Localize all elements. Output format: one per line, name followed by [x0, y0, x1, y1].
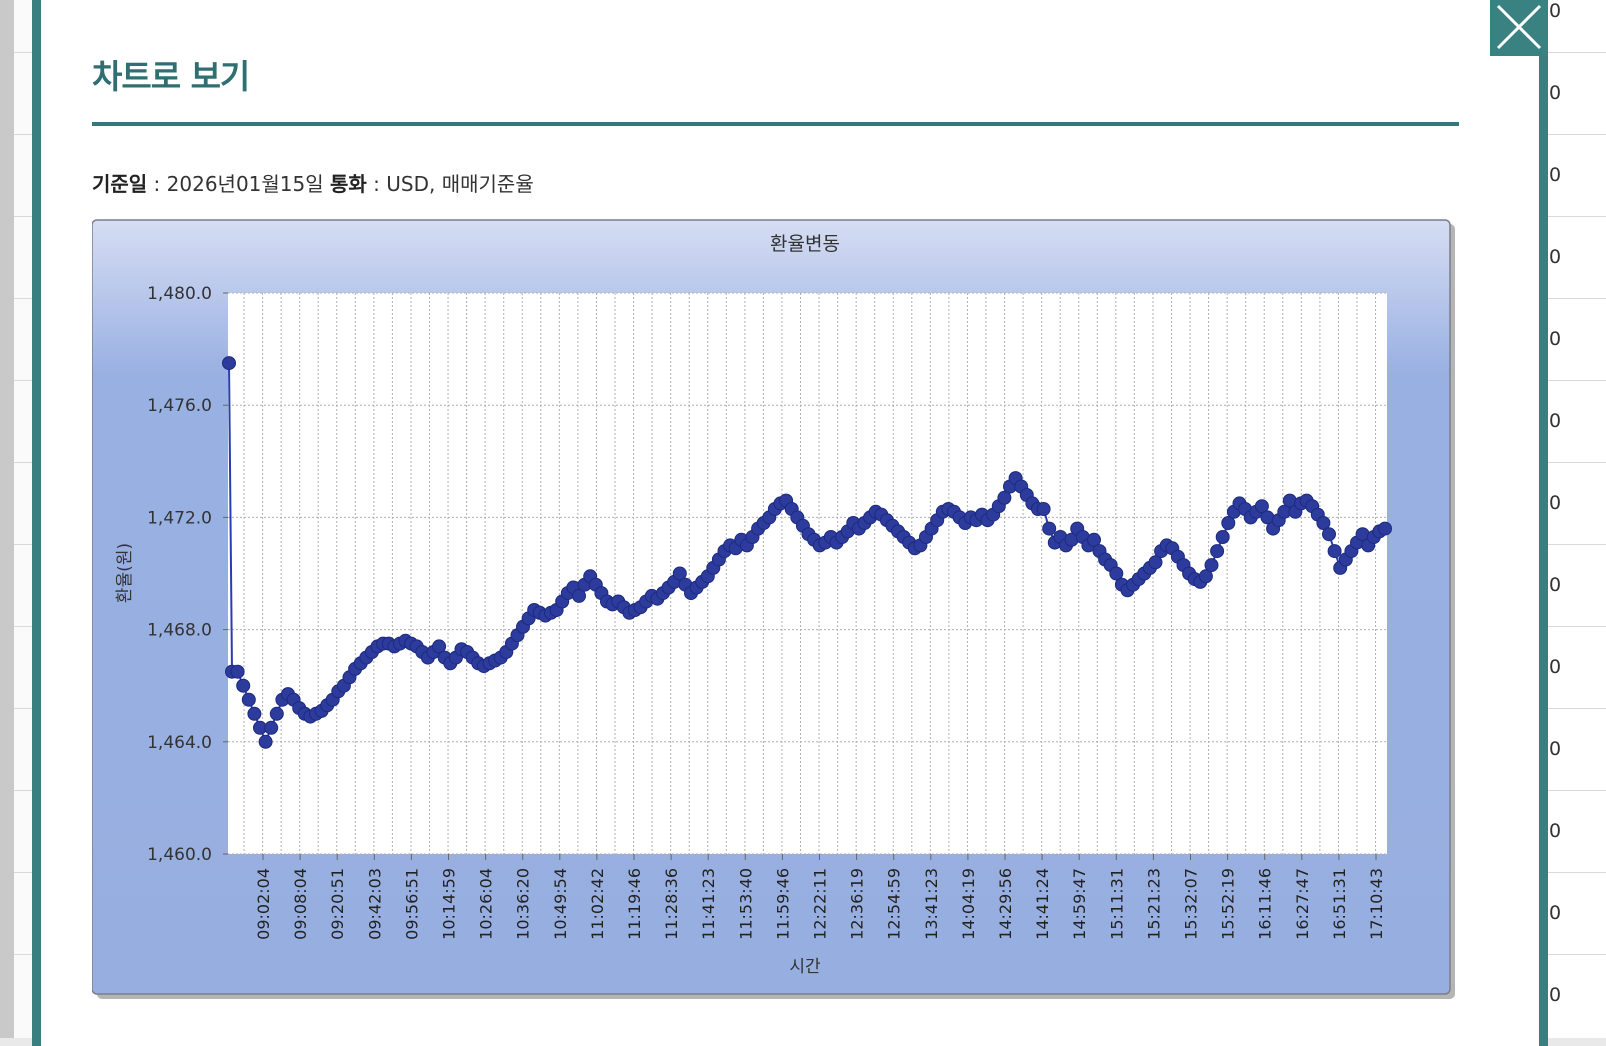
background-cell-text: 0 [1549, 902, 1561, 924]
background-cell-text: 0 [1549, 328, 1561, 350]
x-tick-label: 14:29:56 [996, 868, 1015, 940]
y-axis-label: 환율(원) [115, 543, 135, 603]
x-tick-label: 10:14:59 [440, 868, 459, 940]
background-cell-text: 0 [1549, 0, 1561, 22]
x-tick-label: 17:10:43 [1367, 868, 1386, 940]
chart-svg: 환율변동 1,460.0 1,464.0 1,468.0 1,472.0 1,476.0… [92, 218, 1458, 1002]
base-date-value: : 2026년01월15일 [147, 172, 330, 196]
data-point [265, 721, 278, 734]
x-tick-label: 12:22:11 [811, 868, 830, 940]
background-cell-text: 0 [1549, 656, 1561, 678]
y-tick-label: 1,468.0 [147, 621, 212, 641]
x-tick-label: 11:59:46 [773, 868, 792, 940]
modal-title: 차트로 보기 [92, 50, 249, 98]
y-tick-label: 1,480.0 [147, 284, 212, 304]
data-point [1037, 503, 1050, 516]
data-point [1211, 545, 1224, 558]
y-tick-label: 1,476.0 [147, 396, 212, 416]
data-point [259, 735, 272, 748]
x-tick-label: 11:53:40 [736, 868, 755, 940]
exchange-rate-chart: 환율변동 1,460.0 1,464.0 1,468.0 1,472.0 1,476.0… [92, 218, 1458, 1002]
background-table-right: 0 0 0 0 0 0 0 0 0 0 0 0 0 [1548, 0, 1606, 1038]
currency-value: : USD, 매매기준율 [367, 172, 534, 196]
data-point [248, 707, 261, 720]
base-date-label: 기준일 [92, 172, 147, 196]
x-tick-label: 16:11:46 [1256, 868, 1275, 940]
currency-label: 통화 [330, 172, 367, 196]
plot-area [228, 293, 1387, 854]
data-point [270, 707, 283, 720]
data-point [223, 357, 236, 370]
background-cell-text: 0 [1549, 164, 1561, 186]
x-tick-label: 14:59:47 [1070, 868, 1089, 940]
x-tick-label: 15:52:19 [1219, 868, 1238, 940]
title-divider [92, 122, 1459, 126]
x-tick-label: 16:51:31 [1330, 868, 1349, 940]
x-tick-label: 09:42:03 [365, 868, 384, 940]
data-point [231, 665, 244, 678]
x-tick-label: 15:32:07 [1182, 868, 1201, 940]
background-cell-text: 0 [1549, 410, 1561, 432]
background-cell-text: 0 [1549, 738, 1561, 760]
x-tick-label: 12:54:59 [885, 868, 904, 940]
data-point [1328, 545, 1341, 558]
x-tick-label: 11:41:23 [699, 868, 718, 940]
data-point [242, 693, 255, 706]
chart-title: 환율변동 [770, 233, 840, 255]
data-point [1216, 531, 1229, 544]
background-cell-text: 0 [1549, 984, 1561, 1006]
chart-info: 기준일 : 2026년01월15일 통화 : USD, 매매기준율 [92, 168, 534, 197]
x-tick-label: 14:04:19 [959, 868, 978, 940]
x-tick-label: 11:28:36 [662, 868, 681, 940]
x-tick-label: 09:08:04 [291, 868, 310, 940]
x-tick-label: 11:19:46 [625, 868, 644, 940]
y-tick-label: 1,460.0 [147, 845, 212, 865]
background-cell-text: 0 [1549, 246, 1561, 268]
x-tick-label: 12:36:19 [848, 868, 867, 940]
x-tick-label: 09:56:51 [402, 868, 421, 940]
x-tick-label: 15:11:31 [1107, 868, 1126, 940]
y-tick-label: 1,472.0 [147, 508, 212, 528]
background-table-left [14, 0, 34, 1038]
x-tick-label: 13:41:23 [922, 868, 941, 940]
x-tick-label: 10:26:04 [477, 868, 496, 940]
x-tick-label: 09:02:04 [254, 868, 273, 940]
background-cell-text: 0 [1549, 820, 1561, 842]
background-strip [0, 0, 14, 1038]
x-tick-label: 11:02:42 [588, 868, 607, 940]
data-point [1205, 559, 1218, 572]
close-button[interactable] [1490, 0, 1548, 56]
data-point [1323, 528, 1336, 541]
y-tick-label: 1,464.0 [147, 733, 212, 753]
x-tick-label: 10:49:54 [551, 868, 570, 940]
background-cell-text: 0 [1549, 574, 1561, 596]
background-cell-text: 0 [1549, 492, 1561, 514]
x-tick-label: 09:20:51 [328, 868, 347, 940]
data-point [1043, 522, 1056, 535]
x-tick-label: 14:41:24 [1033, 868, 1052, 940]
x-tick-label: 10:36:20 [514, 868, 533, 940]
x-axis-label: 시간 [789, 957, 821, 977]
data-point [1379, 522, 1392, 535]
x-tick-label: 16:27:47 [1293, 868, 1312, 940]
data-point [237, 679, 250, 692]
x-tick-label: 15:21:23 [1144, 868, 1163, 940]
close-icon [1490, 0, 1548, 56]
background-cell-text: 0 [1549, 82, 1561, 104]
